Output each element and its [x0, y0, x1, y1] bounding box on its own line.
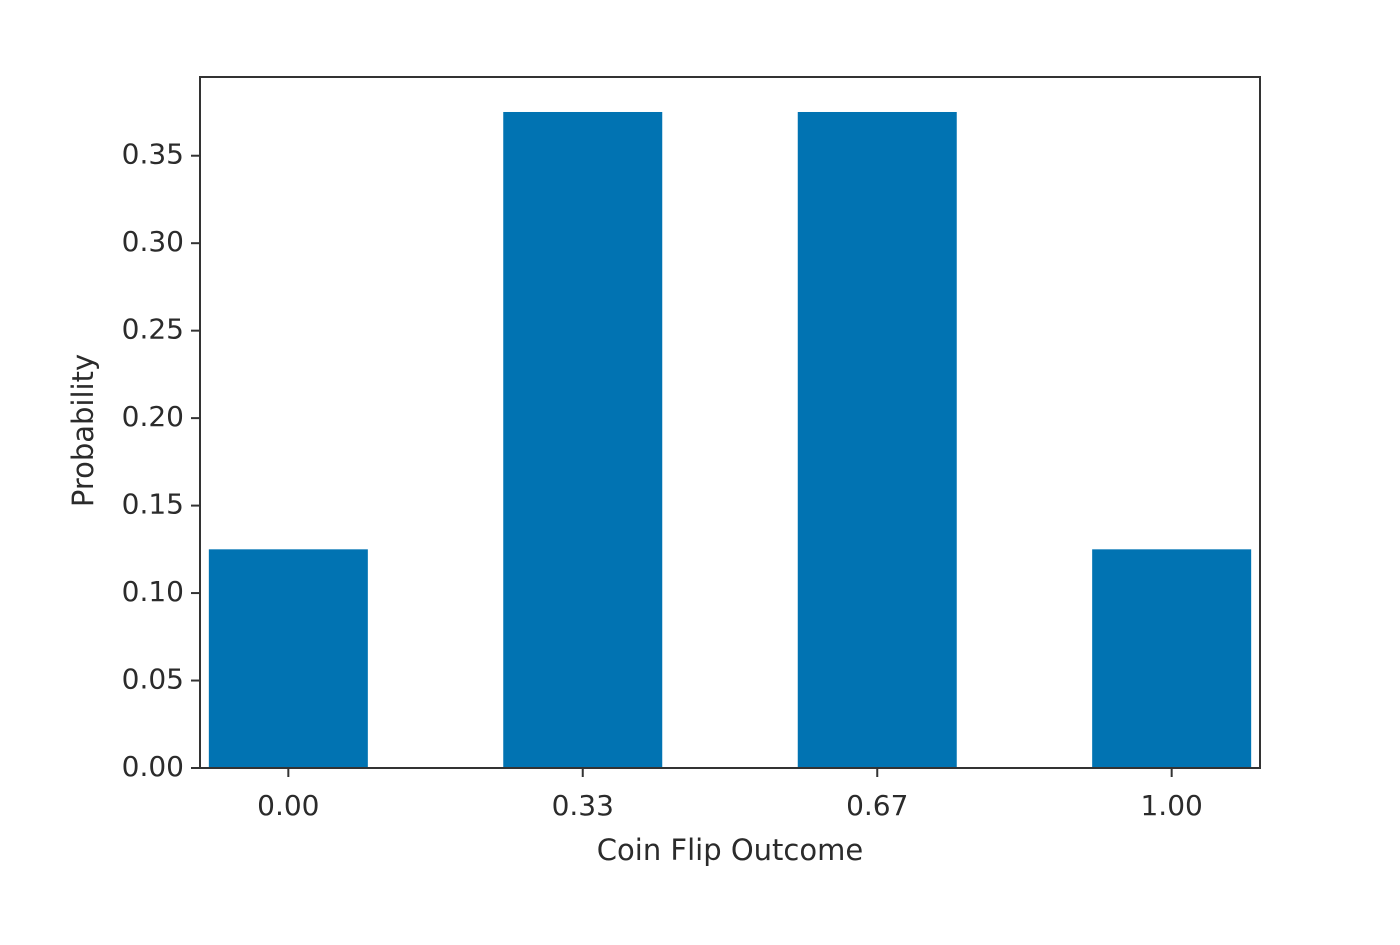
y-axis: 0.00 0.05 0.10 0.15 0.20 0.25 0.30 0.35 — [122, 138, 200, 783]
x-tick-label: 0.00 — [257, 789, 319, 822]
bar-0.67 — [797, 111, 957, 768]
x-tick-label: 0.33 — [552, 789, 614, 822]
x-tick-label: 1.00 — [1140, 789, 1202, 822]
y-tick-label: 0.25 — [122, 313, 184, 346]
bar-0.00 — [208, 549, 368, 768]
y-axis-label: Probability — [66, 354, 100, 507]
y-tick-label: 0.10 — [122, 575, 184, 608]
bar-0.33 — [503, 111, 663, 768]
plot-frame — [199, 76, 1261, 769]
y-tick-label: 0.30 — [122, 225, 184, 258]
bar-1.00 — [1092, 549, 1252, 768]
y-tick-label: 0.05 — [122, 663, 184, 696]
y-tick-label: 0.15 — [122, 488, 184, 521]
x-axis: 0.00 0.33 0.67 1.00 — [257, 768, 1203, 822]
y-tick-label: 0.20 — [122, 400, 184, 433]
bar-group — [208, 111, 1252, 768]
x-tick-label: 0.67 — [846, 789, 908, 822]
y-tick-label: 0.35 — [122, 138, 184, 171]
x-axis-label: Coin Flip Outcome — [597, 833, 863, 867]
y-tick-label: 0.00 — [122, 750, 184, 783]
